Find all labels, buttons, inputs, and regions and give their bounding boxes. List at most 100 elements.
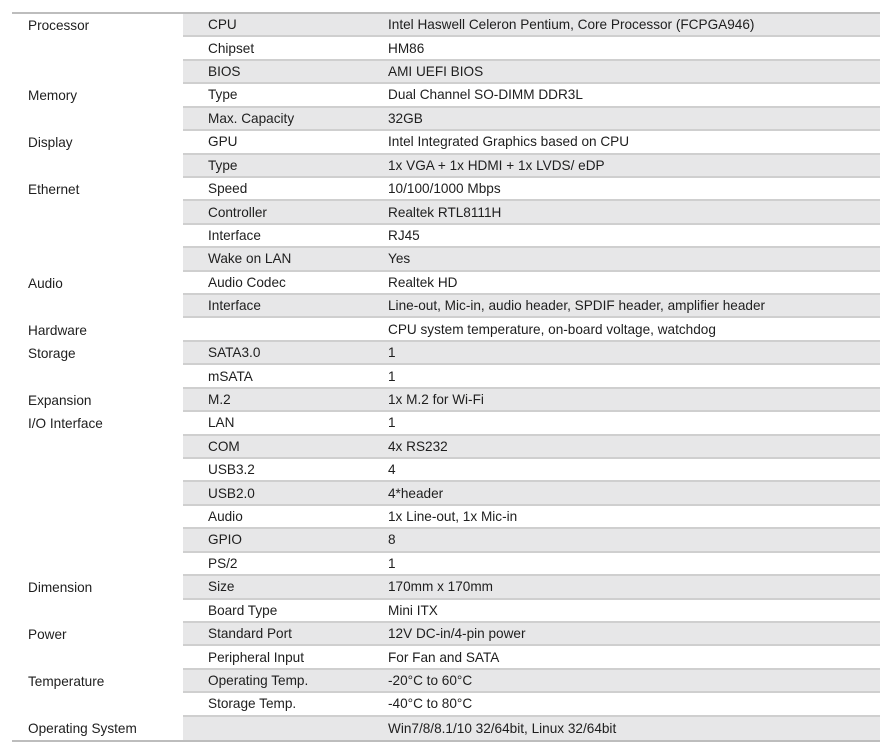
spec-value: CPU system temperature, on-board voltage… — [388, 321, 716, 337]
spec-row: Memory Type Dual Channel SO-DIMM DDR3L — [12, 84, 880, 108]
spec-item: PS/2 — [208, 555, 238, 571]
spec-category: I/O Interface — [12, 412, 183, 436]
spec-value: 12V DC-in/4-pin power — [388, 626, 526, 642]
spec-category — [12, 646, 183, 670]
spec-item: Audio Codec — [208, 274, 286, 290]
spec-category: Power — [12, 622, 183, 647]
spec-value: Dual Channel SO-DIMM DDR3L — [388, 87, 583, 103]
spec-value: 1 — [388, 345, 396, 361]
spec-category: Memory — [12, 84, 183, 108]
spec-detail: CPU system temperature, on-board voltage… — [183, 318, 880, 342]
spec-category — [12, 295, 183, 319]
spec-category — [12, 201, 183, 225]
spec-category — [12, 482, 183, 506]
spec-value: HM86 — [388, 40, 425, 56]
spec-detail: Audio Codec Realtek HD — [183, 272, 880, 296]
spec-row: Display GPU Intel Integrated Graphics base… — [12, 131, 880, 155]
spec-row: USB2.0 4*header — [12, 482, 880, 506]
spec-row: Hardware CPU system temperature, on-board… — [12, 318, 880, 342]
spec-item: Size — [208, 579, 235, 595]
spec-value: 1 — [388, 555, 396, 571]
spec-row: Controller Realtek RTL8111H — [12, 201, 880, 225]
spec-detail: Type Dual Channel SO-DIMM DDR3L — [183, 84, 880, 108]
spec-value: 1 — [388, 368, 396, 384]
spec-item: Chipset — [208, 40, 255, 56]
spec-item: Speed — [208, 181, 248, 197]
spec-item: Audio — [208, 509, 243, 525]
spec-detail: PS/2 1 — [183, 553, 880, 577]
spec-detail: M.2 1x M.2 for Wi-Fi — [183, 388, 880, 413]
spec-value: 4*header — [388, 485, 444, 501]
spec-detail: Storage Temp. -40°C to 80°C — [183, 693, 880, 717]
spec-row: Power Standard Port 12V DC-in/4-pin power — [12, 622, 880, 647]
spec-category: Display — [12, 131, 183, 155]
spec-category: Temperature — [12, 669, 183, 694]
spec-row: Processor CPU Intel Haswell Celeron Pentiu… — [12, 14, 880, 38]
spec-item: SATA3.0 — [208, 345, 261, 361]
spec-detail: Wake on LAN Yes — [183, 248, 880, 272]
spec-value: RJ45 — [388, 228, 420, 243]
spec-item: Storage Temp. — [208, 696, 297, 712]
spec-item: Operating Temp. — [208, 673, 309, 689]
spec-row: Audio Audio Codec Realtek HD — [12, 271, 880, 296]
spec-detail: Interface RJ45 — [183, 225, 880, 249]
spec-item: Max. Capacity — [208, 110, 295, 126]
spec-item: Wake on LAN — [208, 251, 292, 267]
spec-category: Processor — [12, 14, 183, 38]
spec-row: Wake on LAN Yes — [12, 248, 880, 272]
spec-item: Interface — [208, 298, 261, 314]
spec-row: Temperature Operating Temp. -20°C to 60°C — [12, 669, 880, 694]
spec-category — [12, 599, 183, 623]
spec-detail: Operating Temp. -20°C to 60°C — [183, 669, 880, 694]
spec-category: Expansion — [12, 388, 183, 413]
spec-category — [12, 107, 183, 132]
spec-category — [12, 505, 183, 530]
spec-category — [12, 154, 183, 178]
spec-value: 1x VGA + 1x HDMI + 1x LVDS/ eDP — [388, 157, 605, 173]
spec-value: 1x M.2 for Wi-Fi — [388, 391, 484, 407]
spec-row: COM 4x RS232 — [12, 435, 880, 460]
spec-category — [12, 60, 183, 85]
spec-value: 8 — [388, 532, 396, 548]
spec-category: Hardware — [12, 318, 183, 342]
spec-row: Interface RJ45 — [12, 224, 880, 249]
spec-value: For Fan and SATA — [388, 649, 500, 665]
spec-value: Intel Haswell Celeron Pentium, Core Proc… — [388, 17, 755, 33]
spec-table: Processor CPU Intel Haswell Celeron Pentiu… — [12, 12, 880, 742]
spec-value: -20°C to 60°C — [388, 673, 473, 689]
spec-item: Type — [208, 87, 238, 103]
spec-row: Interface Line-out, Mic-in, audio header,… — [12, 295, 880, 319]
spec-category: Dimension — [12, 576, 183, 600]
spec-row: Board Type Mini ITX — [12, 599, 880, 623]
spec-detail: mSATA 1 — [183, 365, 880, 389]
spec-row: Chipset HM86 — [12, 37, 880, 61]
spec-category — [12, 248, 183, 272]
spec-detail: BIOS AMI UEFI BIOS — [183, 60, 880, 85]
spec-category — [12, 224, 183, 249]
spec-detail: Board Type Mini ITX — [183, 600, 880, 623]
spec-item: Controller — [208, 204, 267, 220]
spec-item: COM — [208, 438, 240, 454]
spec-row: I/O Interface LAN 1 — [12, 412, 880, 436]
spec-row: Audio 1x Line-out, 1x Mic-in — [12, 505, 880, 530]
spec-detail: GPU Intel Integrated Graphics based on CP… — [183, 131, 880, 155]
spec-row: Expansion M.2 1x M.2 for Wi-Fi — [12, 388, 880, 413]
spec-value: 4 — [388, 462, 396, 478]
spec-item: USB3.2 — [208, 462, 255, 478]
spec-row: PS/2 1 — [12, 552, 880, 577]
spec-detail: Type 1x VGA + 1x HDMI + 1x LVDS/ eDP — [183, 154, 880, 178]
spec-item: USB2.0 — [208, 485, 255, 501]
spec-detail: Controller Realtek RTL8111H — [183, 201, 880, 225]
spec-category: Audio — [12, 271, 183, 296]
spec-item: Peripheral Input — [208, 649, 304, 665]
spec-item: BIOS — [208, 64, 241, 80]
spec-value: 4x RS232 — [388, 438, 448, 454]
spec-item: Standard Port — [208, 626, 292, 642]
spec-value: Mini ITX — [388, 602, 438, 618]
spec-value: 10/100/1000 Mbps — [388, 181, 501, 197]
spec-detail: Win7/8/8.1/10 32/64bit, Linux 32/64bit — [183, 716, 880, 741]
spec-category — [12, 693, 183, 717]
spec-category — [12, 365, 183, 389]
spec-detail: CPU Intel Haswell Celeron Pentium, Core P… — [183, 14, 880, 38]
spec-row: Dimension Size 170mm x 170mm — [12, 576, 880, 600]
